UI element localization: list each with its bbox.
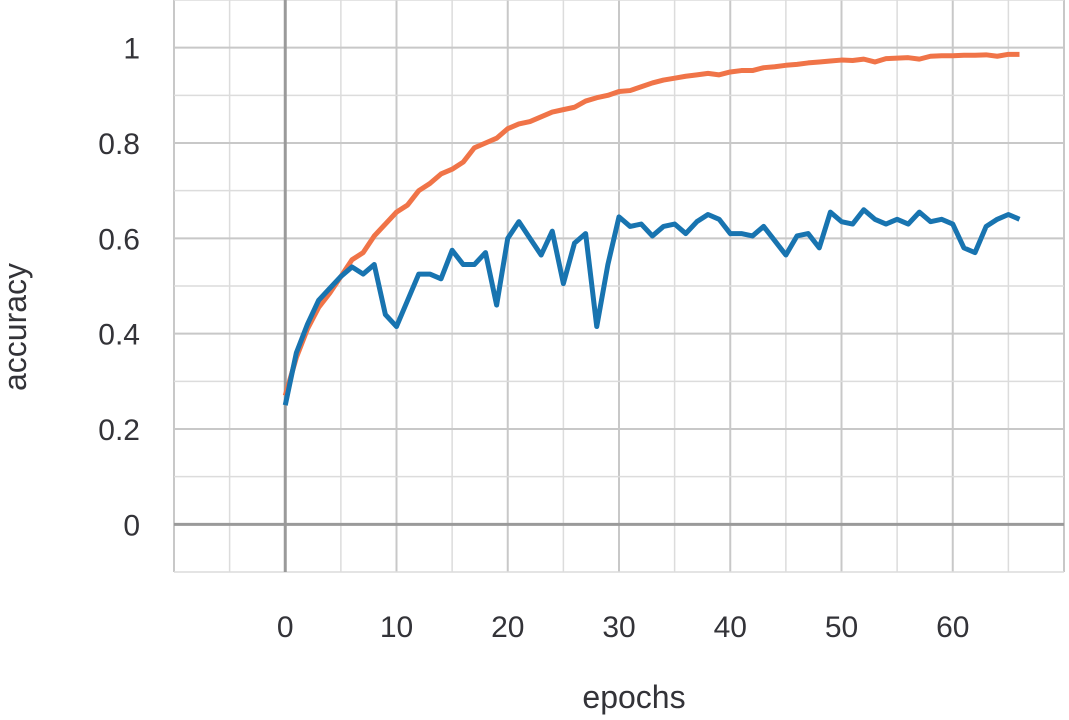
x-tick-label: 10 xyxy=(380,611,413,644)
y-axis-title: accuracy xyxy=(0,263,33,391)
series-line-1 xyxy=(282,51,1020,397)
tick-labels: 0 10 20 30 40 50 60 0 0.2 0.4 0.6 0.8 1 xyxy=(98,33,969,644)
y-tick-label: 1 xyxy=(123,33,140,66)
x-tick-label: 30 xyxy=(602,611,635,644)
x-tick-label: 0 xyxy=(277,611,294,644)
y-tick-label: 0.8 xyxy=(98,128,140,161)
x-tick-label: 20 xyxy=(491,611,524,644)
series-line-2 xyxy=(282,207,1021,406)
x-tick-label: 40 xyxy=(714,611,747,644)
zero-axes xyxy=(174,0,1064,572)
y-tick-label: 0.2 xyxy=(98,414,140,447)
x-tick-label: 60 xyxy=(936,611,969,644)
y-tick-label: 0.6 xyxy=(98,223,140,256)
series-lines xyxy=(282,51,1021,406)
grid-lines xyxy=(173,0,1065,573)
x-axis-title: epochs xyxy=(582,679,685,715)
x-tick-label: 50 xyxy=(825,611,858,644)
y-tick-label: 0.4 xyxy=(98,319,140,352)
y-tick-label: 0 xyxy=(123,509,140,542)
